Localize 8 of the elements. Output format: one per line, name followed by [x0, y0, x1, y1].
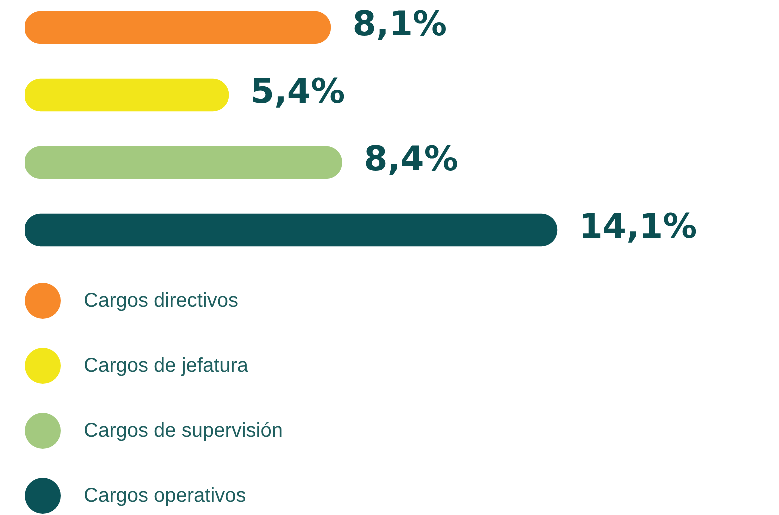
legend-label: Cargos operativos — [84, 485, 246, 507]
data-label: 14,1% — [579, 207, 698, 248]
legend-label: Cargos directivos — [84, 290, 239, 312]
data-label: 8,1% — [352, 4, 448, 45]
data-label: 8,4% — [364, 140, 458, 180]
legend-label: Cargos de supervisión — [84, 420, 283, 442]
data-label: 5,4% — [250, 72, 346, 112]
legend-label: Cargos de jefatura — [84, 355, 249, 377]
